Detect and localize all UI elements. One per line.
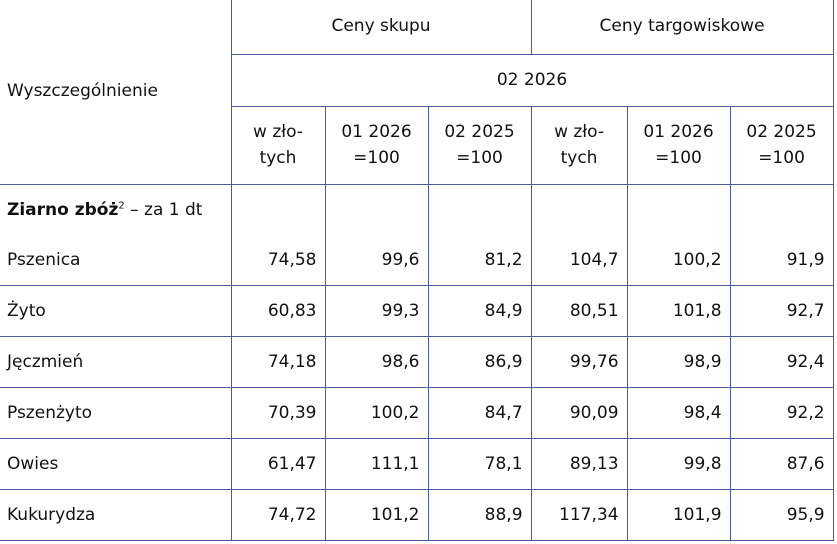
column-header: w zło-tych (530, 105, 628, 185)
column-header-line: w zło- (253, 122, 303, 142)
cell: 74,72 (230, 488, 326, 541)
column-header-line: =100 (353, 148, 400, 168)
column-header-line: 02 2025 (746, 122, 817, 142)
cell: 100,2 (626, 236, 731, 286)
cell: 98,4 (626, 386, 731, 439)
section-unit: – za 1 dt (124, 200, 203, 221)
cell: 80,51 (530, 284, 628, 337)
cell: 111,1 (324, 437, 429, 490)
cell: 78,1 (427, 437, 532, 490)
column-header-line: 02 2025 (444, 122, 515, 142)
table-row: Jęczmień 74,18 98,6 86,9 99,76 98,9 92,4 (0, 335, 834, 388)
group-header: Ceny skupu (230, 0, 532, 55)
cell: 74,18 (230, 335, 326, 388)
section-footnote: 2 (118, 200, 125, 212)
cell: 87,6 (729, 437, 834, 490)
period-header: 02 2026 (230, 53, 834, 107)
column-header-line: =100 (655, 148, 702, 168)
table-row: Pszenżyto 70,39 100,2 84,7 90,09 98,4 92,2 (0, 386, 834, 439)
cell: 90,09 (530, 386, 628, 439)
cell: 88,9 (427, 488, 532, 541)
column-header: w zło-tych (230, 105, 326, 185)
cell: 98,9 (626, 335, 731, 388)
cell: 99,76 (530, 335, 628, 388)
cell: 74,58 (230, 236, 326, 286)
cell: 104,7 (530, 236, 628, 286)
column-header: 02 2025 =100 (729, 105, 834, 185)
cell: 101,2 (324, 488, 429, 541)
cell: 60,83 (230, 284, 326, 337)
cell: 89,13 (530, 437, 628, 490)
cell: 99,8 (626, 437, 731, 490)
row-label: Owies (0, 437, 232, 490)
cell: 92,7 (729, 284, 834, 337)
empty-cell (626, 183, 731, 236)
table-row: Pszenica 74,58 99,6 81,2 104,7 100,2 91,9 (0, 236, 834, 286)
column-header: 01 2026 =100 (626, 105, 731, 185)
cell: 91,9 (729, 236, 834, 286)
table-row: Żyto 60,83 99,3 84,9 80,51 101,8 92,7 (0, 284, 834, 337)
cell: 92,4 (729, 335, 834, 388)
row-label-header: Wyszczególnienie (0, 0, 232, 185)
cell: 100,2 (324, 386, 429, 439)
empty-cell (230, 183, 326, 236)
row-label: Pszenżyto (0, 386, 232, 439)
column-header-line: 01 2026 (341, 122, 412, 142)
column-header: 02 2025 =100 (427, 105, 532, 185)
row-label: Jęczmień (0, 335, 232, 388)
empty-cell (324, 183, 429, 236)
column-header-line: 01 2026 (643, 122, 714, 142)
cell: 84,7 (427, 386, 532, 439)
empty-cell (530, 183, 628, 236)
table-row: Kukurydza 74,72 101,2 88,9 117,34 101,9 95,9 (0, 488, 834, 541)
column-header: 01 2026 =100 (324, 105, 429, 185)
row-label: Kukurydza (0, 488, 232, 541)
cell: 81,2 (427, 236, 532, 286)
cell: 84,9 (427, 284, 532, 337)
row-label: Pszenica (0, 236, 232, 286)
cell: 95,9 (729, 488, 834, 541)
empty-cell (427, 183, 532, 236)
section-label: Ziarno zbóż2 – za 1 dt (0, 183, 232, 236)
cell: 61,47 (230, 437, 326, 490)
cell: 98,6 (324, 335, 429, 388)
cell: 101,8 (626, 284, 731, 337)
row-label: Żyto (0, 284, 232, 337)
column-header-line: tych (560, 148, 598, 168)
cell: 99,6 (324, 236, 429, 286)
column-header-line: =100 (456, 148, 503, 168)
cell: 92,2 (729, 386, 834, 439)
section-name: Ziarno zbóż (7, 200, 119, 221)
cell: 99,3 (324, 284, 429, 337)
column-header-line: tych (259, 148, 297, 168)
cell: 101,9 (626, 488, 731, 541)
empty-cell (729, 183, 834, 236)
cell: 117,34 (530, 488, 628, 541)
column-header-line: =100 (758, 148, 805, 168)
group-header: Ceny targowiskowe (530, 0, 834, 55)
column-header-line: w zło- (554, 122, 604, 142)
table-row: Owies 61,47 111,1 78,1 89,13 99,8 87,6 (0, 437, 834, 490)
cell: 70,39 (230, 386, 326, 439)
cell: 86,9 (427, 335, 532, 388)
